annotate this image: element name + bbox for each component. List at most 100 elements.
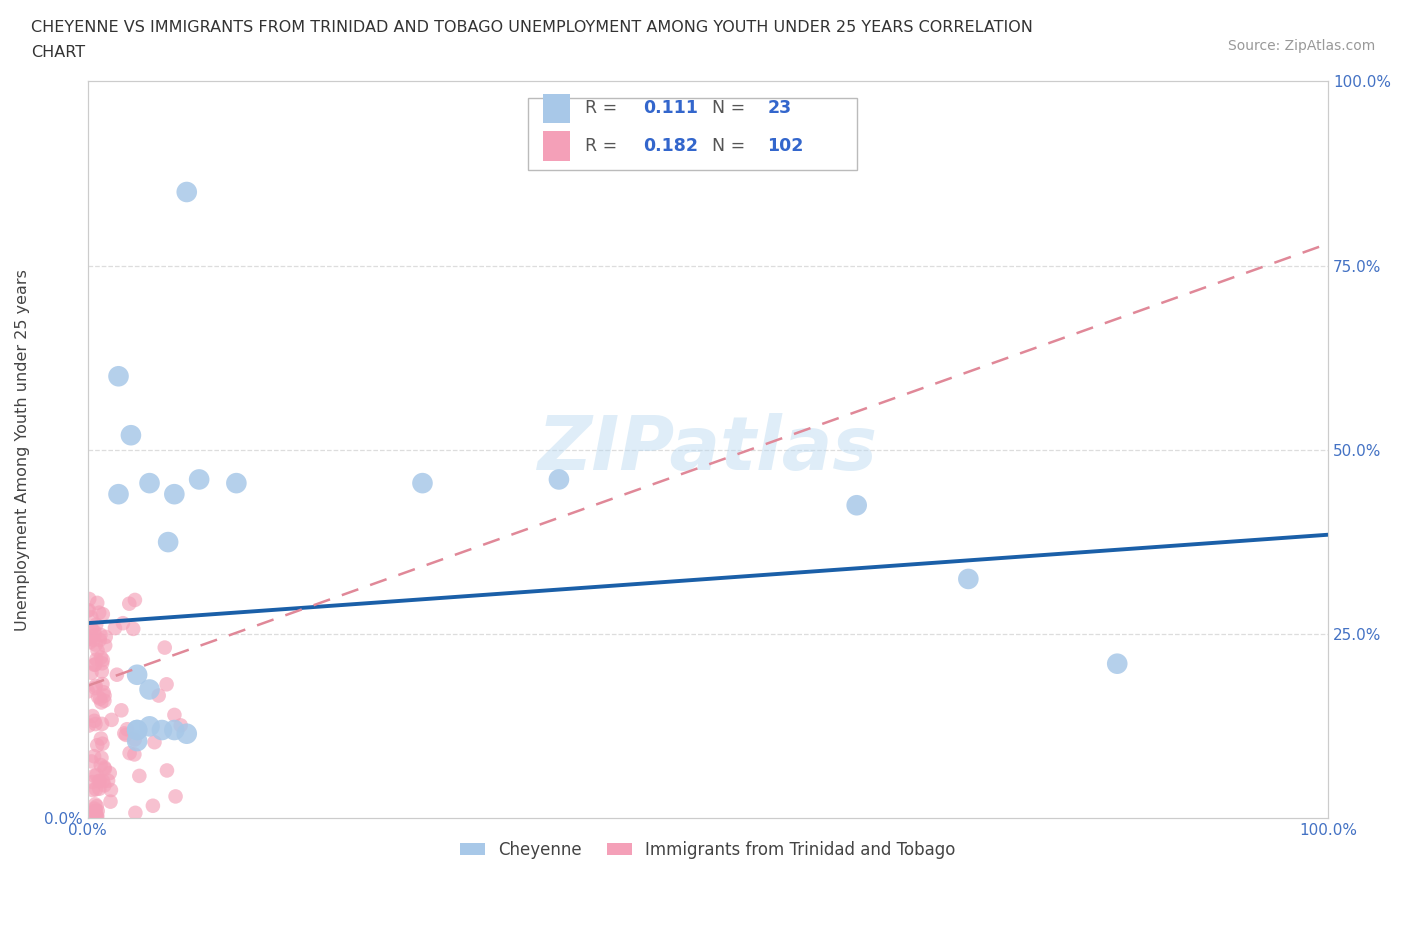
- Point: [89, 774, 111, 789]
- Point: [84, 657, 107, 671]
- Point: [80, 754, 103, 769]
- Point: [90, 758, 112, 773]
- Text: CHART: CHART: [31, 45, 84, 60]
- Point: [80, 665, 103, 680]
- Point: [79, 629, 101, 644]
- Text: 0.182: 0.182: [644, 137, 699, 154]
- Point: [176, 184, 198, 199]
- Point: [163, 708, 186, 723]
- Point: [957, 572, 980, 587]
- Point: [138, 719, 160, 734]
- Point: [94, 638, 117, 653]
- Point: [90, 731, 112, 746]
- Point: [100, 712, 122, 727]
- Point: [118, 746, 141, 761]
- Point: [86, 804, 108, 818]
- Point: [127, 668, 149, 683]
- Text: 102: 102: [768, 137, 804, 154]
- Point: [84, 809, 107, 824]
- Point: [142, 798, 165, 813]
- Point: [94, 630, 117, 644]
- Point: [82, 783, 104, 798]
- Point: [84, 797, 107, 812]
- Point: [188, 472, 211, 487]
- Legend: Cheyenne, Immigrants from Trinidad and Tobago: Cheyenne, Immigrants from Trinidad and T…: [453, 834, 962, 866]
- Point: [77, 718, 100, 733]
- Point: [83, 624, 105, 639]
- Point: [84, 782, 107, 797]
- Point: [82, 709, 104, 724]
- Point: [105, 667, 128, 682]
- Point: [83, 658, 105, 672]
- Point: [127, 723, 149, 737]
- Point: [93, 760, 115, 775]
- Point: [83, 749, 105, 764]
- Point: [84, 681, 107, 696]
- Point: [548, 472, 571, 487]
- Point: [110, 703, 132, 718]
- Point: [83, 628, 105, 643]
- Point: [89, 781, 111, 796]
- Text: N =: N =: [711, 137, 751, 154]
- Point: [86, 652, 108, 667]
- Point: [91, 716, 114, 731]
- Point: [150, 723, 173, 737]
- Point: [89, 691, 111, 706]
- Point: [77, 591, 100, 606]
- Point: [97, 773, 120, 788]
- Point: [84, 637, 107, 652]
- Point: [153, 640, 176, 655]
- Point: [148, 688, 170, 703]
- Point: [93, 684, 115, 699]
- Point: [100, 794, 122, 809]
- Point: [93, 778, 115, 793]
- Point: [89, 632, 111, 647]
- Text: CHEYENNE VS IMMIGRANTS FROM TRINIDAD AND TOBAGO UNEMPLOYMENT AMONG YOUTH UNDER 2: CHEYENNE VS IMMIGRANTS FROM TRINIDAD AND…: [31, 20, 1033, 35]
- Point: [76, 603, 98, 618]
- Point: [77, 603, 100, 618]
- Point: [87, 689, 110, 704]
- Text: R =: R =: [585, 100, 623, 117]
- Point: [118, 596, 141, 611]
- Text: 23: 23: [768, 100, 792, 117]
- Point: [157, 535, 180, 550]
- Point: [93, 688, 115, 703]
- Point: [120, 428, 142, 443]
- Point: [124, 805, 146, 820]
- Point: [138, 475, 160, 490]
- Point: [93, 693, 115, 708]
- Point: [86, 809, 108, 824]
- Point: [107, 369, 129, 384]
- Point: [107, 486, 129, 501]
- Point: [86, 737, 108, 752]
- Point: [77, 631, 100, 646]
- Point: [124, 732, 146, 747]
- Point: [122, 621, 145, 636]
- Point: [90, 664, 112, 679]
- Point: [86, 767, 108, 782]
- Point: [89, 605, 111, 620]
- Point: [83, 804, 105, 818]
- Point: [124, 592, 146, 607]
- Y-axis label: Unemployment Among Youth under 25 years: Unemployment Among Youth under 25 years: [15, 269, 30, 631]
- Point: [143, 735, 166, 750]
- Text: Source: ZipAtlas.com: Source: ZipAtlas.com: [1227, 39, 1375, 53]
- Point: [90, 751, 112, 765]
- Point: [91, 653, 114, 668]
- Point: [84, 678, 107, 693]
- Point: [83, 768, 105, 783]
- Point: [165, 789, 187, 804]
- Point: [163, 723, 186, 737]
- Point: [79, 635, 101, 650]
- Point: [98, 765, 121, 780]
- Point: [411, 475, 433, 490]
- Point: [91, 677, 114, 692]
- Point: [163, 486, 186, 501]
- Point: [104, 620, 127, 635]
- Point: [91, 774, 114, 789]
- Point: [83, 801, 105, 816]
- Point: [86, 595, 108, 610]
- FancyBboxPatch shape: [527, 98, 856, 170]
- Point: [80, 806, 103, 821]
- Text: R =: R =: [585, 137, 623, 154]
